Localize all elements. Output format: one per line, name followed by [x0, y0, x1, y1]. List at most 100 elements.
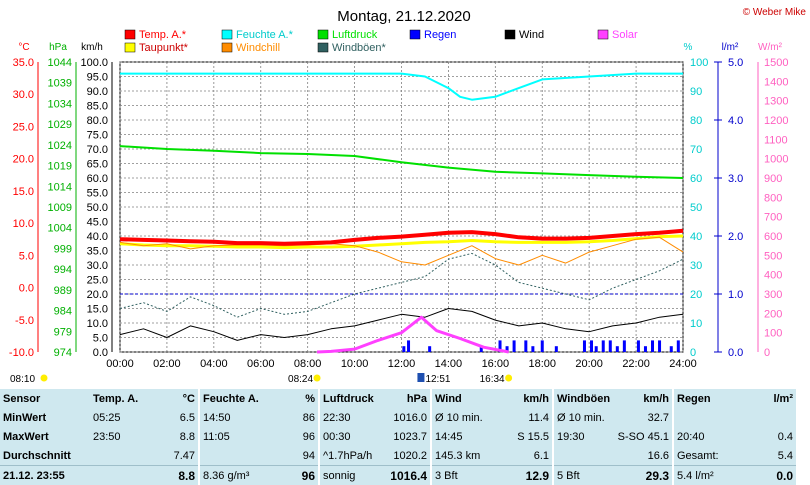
solar-tick-label: 400 [764, 270, 782, 282]
humidity-tick-label: 80 [690, 115, 702, 127]
wind-axis-label: km/h [81, 42, 103, 53]
x-tick-label: 04:00 [200, 358, 228, 370]
humidity-tick-label: 90 [690, 86, 702, 98]
solar-tick-label: 1300 [764, 96, 788, 108]
wind-tick-label: 90.0 [87, 86, 108, 98]
temp-axis-label: °C [18, 42, 29, 53]
temp-tick-label: 5.0 [19, 250, 34, 262]
rain-bar [555, 346, 558, 352]
pressure-tick-label: 974 [54, 347, 72, 359]
x-tick-label: 10:00 [341, 358, 369, 370]
wind-tick-label: 95.0 [87, 72, 108, 84]
temp-tick-label: -10.0 [9, 347, 34, 359]
humidity-tick-label: 20 [690, 289, 702, 301]
rain-tick-label: 4.0 [728, 115, 743, 127]
wind-tick-label: 20.0 [87, 289, 108, 301]
temp-tick-label: -5.0 [15, 315, 34, 327]
sunrise-label: 08:24 [288, 374, 313, 385]
rain-bar [595, 346, 598, 352]
sunset-label: 16:34 [480, 374, 505, 385]
rain-bar [513, 340, 516, 352]
legend-label: Feuchte A.* [236, 29, 294, 41]
pressure-tick-label: 1019 [48, 161, 72, 173]
legend-label: Regen [424, 29, 456, 41]
pressure-tick-label: 1009 [48, 202, 72, 214]
pressure-tick-label: 979 [54, 326, 72, 338]
col-rain: Regen [673, 389, 741, 408]
legend-swatch [125, 30, 135, 39]
wind-tick-label: 0.0 [93, 347, 108, 359]
wind-tick-label: 85.0 [87, 101, 108, 113]
wind-tick-label: 5.0 [93, 333, 108, 345]
rain-tick-label: 3.0 [728, 173, 743, 185]
x-tick-label: 08:00 [294, 358, 322, 370]
x-tick-label: 12:00 [388, 358, 416, 370]
wind-tick-label: 70.0 [87, 144, 108, 156]
wind-tick-label: 55.0 [87, 188, 108, 200]
solar-tick-label: 1200 [764, 115, 788, 127]
x-tick-label: 20:00 [575, 358, 603, 370]
pressure-tick-label: 984 [54, 306, 72, 318]
sunset-icon [505, 375, 512, 382]
temp-tick-label: 30.0 [13, 89, 34, 101]
legend-label: Taupunkt* [139, 42, 189, 54]
pressure-tick-label: 999 [54, 243, 72, 255]
left-time-label: 08:10 [10, 374, 35, 385]
wind-tick-label: 50.0 [87, 202, 108, 214]
legend-swatch [318, 30, 328, 39]
legend-label: Windböen* [332, 42, 387, 54]
rain-bar [623, 340, 626, 352]
solar-tick-label: 100 [764, 328, 782, 340]
solar-axis-label: W/m² [758, 42, 783, 53]
noon-label: 12:51 [425, 374, 450, 385]
wind-tick-label: 75.0 [87, 130, 108, 142]
solar-tick-label: 900 [764, 173, 782, 185]
wind-tick-label: 25.0 [87, 275, 108, 287]
legend-swatch [318, 43, 328, 52]
temp-tick-label: 35.0 [13, 57, 34, 69]
temp-tick-label: 10.0 [13, 218, 34, 230]
wind-tick-label: 40.0 [87, 231, 108, 243]
rain-bar [670, 346, 673, 352]
rain-bar [590, 340, 593, 352]
x-tick-label: 14:00 [435, 358, 463, 370]
legend-label: Temp. A.* [139, 29, 187, 41]
solar-tick-label: 1500 [764, 57, 788, 69]
humidity-tick-label: 100 [690, 57, 708, 69]
humidity-tick-label: 70 [690, 144, 702, 156]
solar-tick-label: 600 [764, 231, 782, 243]
sunrise-icon [314, 375, 321, 382]
legend-label: Luftdruck [332, 29, 378, 41]
noon-icon [417, 373, 424, 382]
solar-tick-label: 300 [764, 289, 782, 301]
rain-bar [616, 346, 619, 352]
x-tick-label: 02:00 [153, 358, 181, 370]
rain-tick-label: 1.0 [728, 289, 743, 301]
rain-axis-label: l/m² [722, 42, 739, 53]
rain-bar [609, 340, 612, 352]
pressure-tick-label: 1004 [48, 223, 72, 235]
rain-bar [677, 340, 680, 352]
rain-bar [524, 340, 527, 352]
legend-label: Windchill [236, 42, 280, 54]
rain-tick-label: 0.0 [728, 347, 743, 359]
legend-swatch [222, 30, 232, 39]
legend-swatch [222, 43, 232, 52]
solar-tick-label: 0 [764, 347, 770, 359]
legend-swatch [598, 30, 608, 39]
x-tick-label: 22:00 [622, 358, 650, 370]
solar-tick-label: 1000 [764, 154, 788, 166]
rain-bar [428, 346, 431, 352]
temp-tick-label: 25.0 [13, 121, 34, 133]
temp-tick-label: 0.0 [19, 283, 34, 295]
copyright: © Weber Mike [743, 7, 807, 18]
pressure-tick-label: 1014 [48, 181, 72, 193]
x-tick-label: 18:00 [528, 358, 556, 370]
solar-tick-label: 200 [764, 308, 782, 320]
rain-tick-label: 2.0 [728, 231, 743, 243]
humidity-tick-label: 60 [690, 173, 702, 185]
